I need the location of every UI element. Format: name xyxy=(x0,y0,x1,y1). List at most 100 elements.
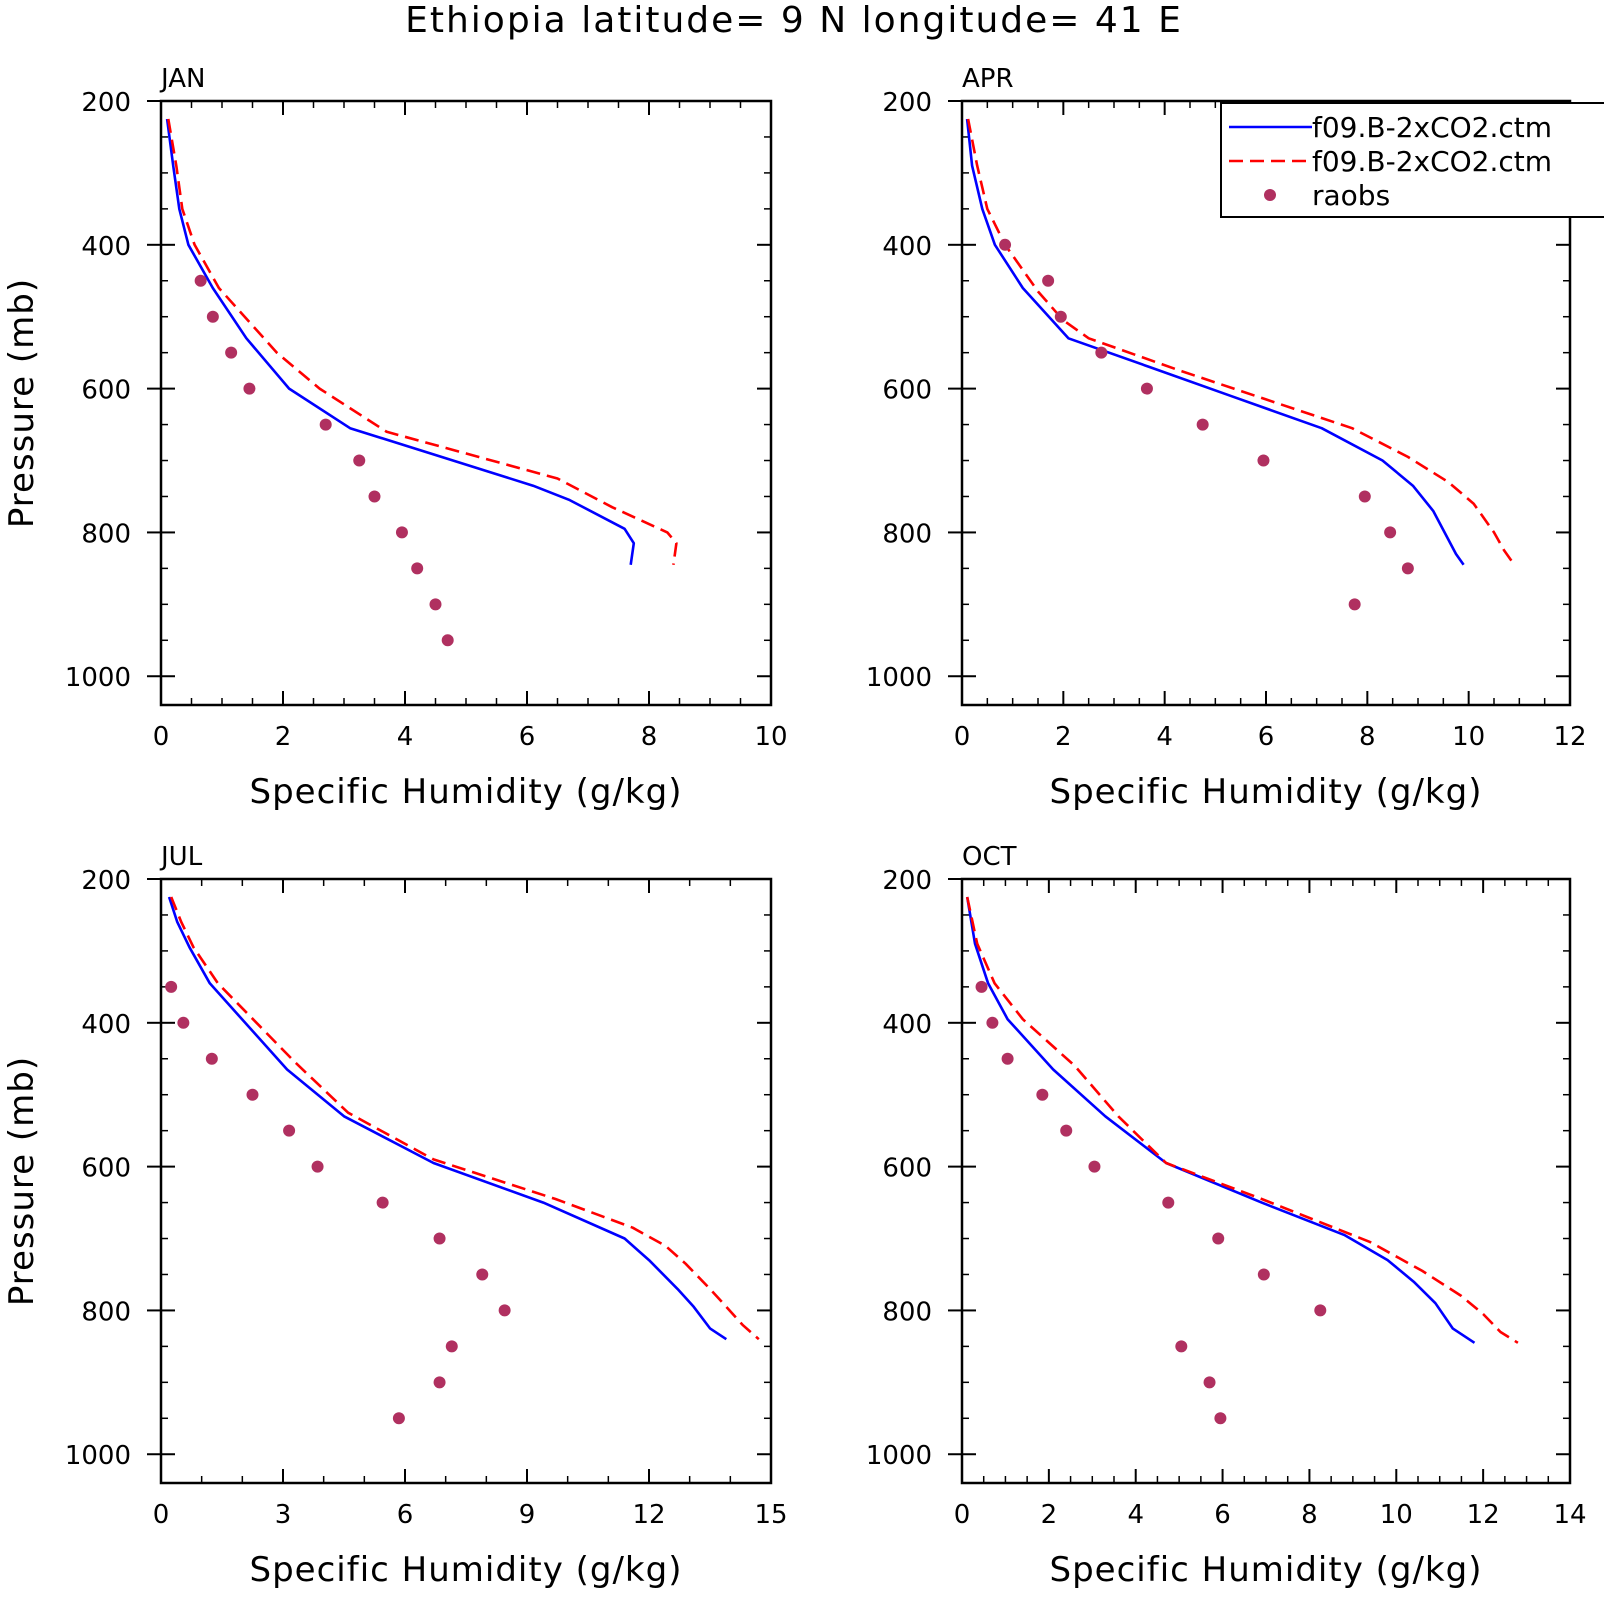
panel-label: JAN xyxy=(159,64,205,94)
x-tick-label: 6 xyxy=(1214,1500,1231,1530)
x-tick-label: 2 xyxy=(1055,722,1072,752)
y-axis-label: Pressure (mb) xyxy=(2,1056,42,1306)
x-axis-label: Specific Humidity (g/kg) xyxy=(250,772,683,812)
legend-label: f09.B-2xCO2.ctm xyxy=(1312,145,1552,178)
panel-apr: APR 0 2 4 6 8 10 12 200 400 600 800 1000 Specific Hum… xyxy=(866,64,1587,812)
x-axis-label: Specific Humidity (g/kg) xyxy=(1050,1550,1483,1590)
raobs-point xyxy=(1140,382,1153,395)
plot-frame xyxy=(159,877,773,1485)
raobs-point xyxy=(1214,1412,1227,1425)
y-tick-label: 600 xyxy=(882,1154,932,1184)
x-tick-label: 12 xyxy=(1467,1500,1500,1530)
y-tick-label: 200 xyxy=(81,866,131,896)
figure-title: Ethiopia latitude= 9 N longitude= 41 E xyxy=(405,0,1183,41)
raobs-point xyxy=(1001,1052,1014,1065)
raobs-point xyxy=(368,490,381,503)
raobs-point xyxy=(445,1340,458,1353)
y-tick-label: 400 xyxy=(81,1010,131,1040)
x-tick-label: 8 xyxy=(1301,1500,1318,1530)
raobs-point xyxy=(1162,1196,1175,1209)
raobs-point xyxy=(975,980,988,993)
raobs-point xyxy=(243,382,256,395)
x-tick-label: 4 xyxy=(397,722,414,752)
y-tick-label: 400 xyxy=(81,232,131,262)
x-axis-label: Specific Humidity (g/kg) xyxy=(250,1550,683,1590)
plot-frame xyxy=(159,99,773,707)
y-tick-label: 800 xyxy=(81,519,131,549)
model-line-solid xyxy=(167,896,728,1341)
raobs-point xyxy=(1314,1304,1327,1317)
raobs-point xyxy=(1384,526,1397,539)
raobs-point xyxy=(433,1232,446,1245)
x-tick-label: 8 xyxy=(1359,722,1376,752)
raobs-point xyxy=(1203,1376,1216,1389)
raobs-point xyxy=(283,1124,296,1137)
raobs-point xyxy=(433,1376,446,1389)
model-line-dashed xyxy=(966,118,1516,566)
model-line-solid xyxy=(965,896,1476,1344)
x-tick-label: 4 xyxy=(1156,722,1173,752)
y-axis-label: Pressure (mb) xyxy=(2,278,42,528)
panel-label: JUL xyxy=(159,842,203,872)
raobs-point xyxy=(246,1088,259,1101)
raobs-point xyxy=(476,1268,489,1281)
raobs-point xyxy=(1358,490,1371,503)
raobs-point xyxy=(1196,418,1209,431)
x-tick-label: 0 xyxy=(954,722,971,752)
x-tick-label: 4 xyxy=(1127,1500,1144,1530)
x-tick-label: 6 xyxy=(1258,722,1275,752)
raobs-point xyxy=(205,1052,218,1065)
raobs-point xyxy=(1036,1088,1049,1101)
panel-jan: JAN 0 2 4 6 8 10 200 400 600 800 1000 Specific Humid… xyxy=(2,64,788,812)
x-tick-label: 10 xyxy=(1452,722,1485,752)
y-tick-label: 200 xyxy=(882,88,932,118)
raobs-point xyxy=(411,562,424,575)
x-tick-label: 8 xyxy=(641,722,658,752)
raobs-point xyxy=(1348,598,1361,611)
panel-jul: JUL 0 3 6 9 12 15 200 400 600 800 1000 Specific Humi… xyxy=(2,842,788,1590)
model-line-dashed xyxy=(965,896,1519,1344)
y-tick-label: 800 xyxy=(81,1297,131,1327)
raobs-point xyxy=(311,1160,324,1173)
raobs-point xyxy=(986,1016,999,1029)
x-tick-label: 6 xyxy=(519,722,536,752)
raobs-point xyxy=(392,1412,405,1425)
y-tick-label: 400 xyxy=(882,1010,932,1040)
x-tick-label: 10 xyxy=(1380,1500,1413,1530)
x-tick-label: 12 xyxy=(632,1500,665,1530)
panel-label: APR xyxy=(962,64,1014,94)
x-tick-label: 0 xyxy=(153,1500,170,1530)
y-tick-label: 200 xyxy=(882,866,932,896)
x-tick-label: 2 xyxy=(275,722,292,752)
y-tick-label: 600 xyxy=(882,376,932,406)
raobs-point xyxy=(225,346,238,359)
raobs-point xyxy=(353,454,366,467)
y-tick-label: 1000 xyxy=(866,663,932,693)
raobs-point xyxy=(376,1196,389,1209)
y-tick-label: 600 xyxy=(81,1154,131,1184)
y-tick-label: 600 xyxy=(81,376,131,406)
raobs-point xyxy=(1175,1340,1188,1353)
x-tick-label: 0 xyxy=(153,722,170,752)
raobs-point xyxy=(206,310,219,323)
raobs-point xyxy=(1095,346,1108,359)
legend-marker xyxy=(1264,189,1276,201)
raobs-point xyxy=(1212,1232,1225,1245)
raobs-point xyxy=(1060,1124,1073,1137)
raobs-point xyxy=(194,274,207,287)
raobs-point xyxy=(1054,310,1067,323)
raobs-point xyxy=(1401,562,1414,575)
y-tick-label: 1000 xyxy=(866,1441,932,1471)
raobs-point xyxy=(319,418,332,431)
x-tick-label: 10 xyxy=(754,722,787,752)
x-axis-label: Specific Humidity (g/kg) xyxy=(1050,772,1483,812)
raobs-point xyxy=(1042,274,1055,287)
panel-label: OCT xyxy=(962,842,1017,872)
raobs-point xyxy=(395,526,408,539)
raobs-point xyxy=(441,634,454,647)
model-line-solid xyxy=(165,118,636,565)
model-line-dashed xyxy=(167,118,678,565)
x-tick-label: 15 xyxy=(754,1500,787,1530)
x-tick-label: 0 xyxy=(954,1500,971,1530)
